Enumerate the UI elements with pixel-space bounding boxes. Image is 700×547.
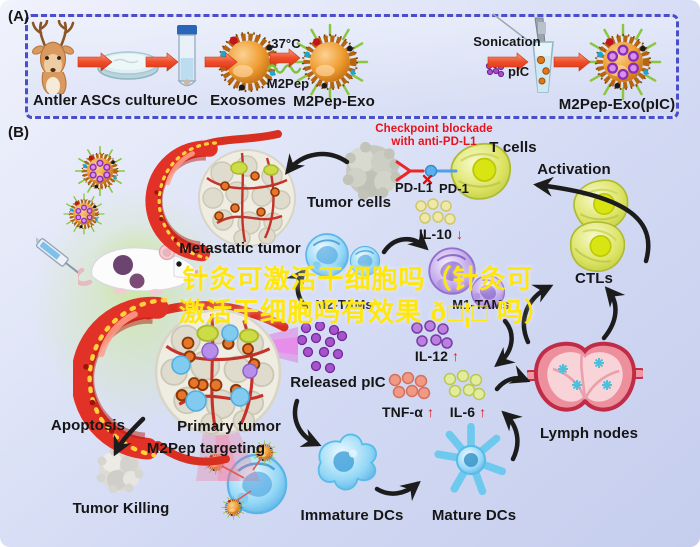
label-il6: IL-6 ↑: [450, 404, 486, 420]
label-ctls: CTLs: [575, 270, 613, 287]
label-sonication: Sonication: [473, 34, 541, 49]
label-metastatic-tumor: Metastatic tumor: [179, 240, 301, 257]
watermark-line1: 针灸可激活干细胞吗（针灸可: [182, 264, 534, 294]
watermark-line2: 激活干细胞吗有效果 ð□¦□ 吗）: [178, 297, 552, 327]
syringe-icon: [36, 234, 81, 275]
il6-up-arrow: ↑: [479, 404, 487, 420]
label-m2pep-exo: M2Pep-Exo: [293, 93, 375, 110]
immature-dc-icon: [317, 433, 378, 491]
label-antler: Antler: [33, 92, 77, 109]
il12-text: IL-12: [414, 348, 449, 364]
il10-down-arrow: ↓: [456, 226, 464, 242]
label-m2pep-targeting: M2Pep targeting: [146, 440, 266, 457]
tnf-dots: [388, 372, 431, 400]
deer-antler-icon: [31, 20, 75, 94]
m2pep-exo-pic-icon: [582, 21, 664, 103]
label-apoptosis: Apoptosis: [50, 417, 126, 434]
mature-dc-icon: [434, 423, 508, 497]
primary-tumor-icon: [73, 293, 298, 481]
label-ascs-culture: ASCs culture: [80, 92, 176, 109]
label-released-pic: Released pIC: [290, 374, 386, 391]
tnf-text: TNF-α: [381, 404, 423, 420]
label-lymph-nodes: Lymph nodes: [539, 425, 639, 442]
arrow-immature-to-mature: [374, 480, 421, 502]
label-t-cells: T cells: [489, 139, 537, 156]
label-checkpoint-line1: Checkpoint blockade: [375, 123, 493, 135]
il12-dots: [411, 320, 453, 349]
arrow-lymph-to-ctl-2: [601, 286, 626, 341]
il12-up-arrow: ↑: [452, 348, 460, 364]
label-pd-1: PD-1: [438, 181, 470, 196]
label-temperature: 37°C: [271, 36, 301, 51]
label-m2pep-exo-pic: M2Pep-Exo(pIC): [558, 96, 676, 113]
label-il10: IL-10 ↓: [419, 226, 463, 242]
il6-dots: [443, 370, 486, 401]
sonicator-tube-icon: [532, 17, 554, 93]
label-m2pep: M2Pep: [266, 76, 310, 91]
injected-exosome-icon-2: [61, 191, 107, 237]
label-checkpoint-line2: with anti-PD-L1: [391, 136, 477, 148]
il10-dots: [415, 198, 456, 225]
panel-a-tag: (A): [8, 8, 30, 25]
il10-text: IL-10: [418, 226, 453, 242]
label-tumor-cells: Tumor cells: [306, 194, 392, 211]
petri-dish-icon: [97, 51, 159, 80]
metastatic-tumor-icon: [144, 130, 297, 262]
targeting-exosome-icon-2: [220, 494, 247, 521]
label-immature-dcs: Immature DCs: [300, 507, 404, 524]
released-pic-dots: [296, 322, 348, 374]
label-m1-tams: M1-TAMs: [452, 297, 510, 312]
arrow-into-lymph: [494, 365, 531, 392]
il6-text: IL-6: [449, 404, 476, 420]
label-activation: Activation: [537, 161, 611, 178]
label-pic: pIC: [508, 64, 530, 79]
label-il12: IL-12 ↑: [415, 348, 459, 364]
label-tumor-killing: Tumor Killing: [72, 500, 170, 517]
ctl-cell-icon-2: [569, 219, 625, 275]
label-m2-tams: M2-TAMs: [315, 297, 373, 312]
label-exosomes: Exosomes: [210, 92, 286, 109]
label-mature-dcs: Mature DCs: [431, 507, 517, 524]
pic-dots-icon: [485, 62, 505, 78]
lymph-node-icon: [527, 341, 643, 412]
label-tnf: TNF-α ↑: [382, 404, 434, 420]
panel-b-tag: (B): [8, 124, 30, 141]
label-pd-l1: PD-L1: [394, 180, 434, 195]
label-uc: UC: [176, 92, 198, 109]
tnf-up-arrow: ↑: [426, 404, 435, 420]
pd-l1-antibody-icon: [395, 160, 458, 185]
label-primary-tumor: Primary tumor: [177, 418, 281, 435]
uc-tube-icon: [177, 25, 197, 87]
